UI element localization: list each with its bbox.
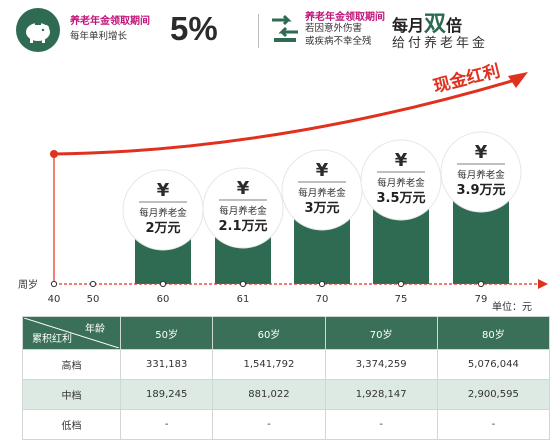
row-label: 中档 <box>22 379 121 410</box>
bar-value-label: 2.1万元 <box>218 219 267 234</box>
monthly-double-heading: 每月双倍 <box>392 6 462 38</box>
table-header-row: 年龄 累积红利 50岁 60岁 70岁 80岁 <box>22 316 551 350</box>
right-header-line2: 或疾病不幸全残 <box>305 36 372 47</box>
row-label: 高档 <box>22 349 121 380</box>
bar-value-label: 2万元 <box>145 221 180 236</box>
table-row: 低档 - - - - <box>22 409 551 440</box>
x-tick-marker <box>397 280 405 288</box>
x-tick-marker <box>89 280 97 288</box>
yuan-icon: ¥ <box>237 178 250 199</box>
x-tick-marker <box>318 280 326 288</box>
handshake-coins-icon <box>268 10 302 52</box>
corner-age-label: 年龄 <box>85 324 105 335</box>
x-tick-marker <box>50 280 58 288</box>
column-header: 80岁 <box>436 316 551 350</box>
pension-chart: ¥ 每月养老金 2万元 ¥ 每月养老金 2.1万元 ¥ 每月养老金 3万元 ¥ 每月养老金 3.5万元… <box>18 60 548 313</box>
table-cell: 881,022 <box>212 379 326 410</box>
yuan-icon: ¥ <box>475 142 488 163</box>
bar-badge <box>440 131 522 213</box>
bar-unit-label: 每月养老金 <box>377 177 425 189</box>
column-header: 70岁 <box>324 316 438 350</box>
bar-unit-label: 每月养老金 <box>219 205 267 217</box>
cash-dividend-annotation: 现金红利 <box>431 60 502 97</box>
table-cell: 1,928,147 <box>324 379 438 410</box>
double-emphasis: 双 <box>424 12 447 37</box>
bar-value-label: 3.9万元 <box>456 183 505 198</box>
table-row: 高档 331,183 1,541,792 3,374,259 5,076,044 <box>22 349 551 380</box>
piggy-bank-icon <box>16 8 60 52</box>
x-tick-label: 40 <box>48 294 61 305</box>
dividend-curve <box>53 78 516 156</box>
table-cell: 331,183 <box>119 349 214 380</box>
table-cell: - <box>212 409 326 440</box>
table-cell: - <box>324 409 438 440</box>
table-cell: 1,541,792 <box>212 349 326 380</box>
x-tick-label: 75 <box>395 294 408 305</box>
column-header: 60岁 <box>212 316 326 350</box>
table-cell: 2,900,595 <box>436 379 551 410</box>
x-tick-label: 60 <box>157 294 170 305</box>
right-header-title: 养老年金领取期间 <box>305 12 385 23</box>
x-tick-label: 79 <box>475 294 488 305</box>
x-tick-marker <box>477 280 485 288</box>
dividend-curve-arrowhead <box>508 72 528 88</box>
x-tick-label: 50 <box>87 294 100 305</box>
x-axis-title: 周岁 <box>18 278 38 291</box>
monthly-suffix: 倍 <box>446 16 463 35</box>
x-axis-arrow <box>538 279 548 289</box>
x-tick-marker <box>239 280 247 288</box>
growth-rate: 5% <box>170 10 218 47</box>
give-annuity-text: 给付养老年金 <box>392 36 489 51</box>
header-divider <box>258 14 259 48</box>
bar-value-label: 3万元 <box>304 201 339 216</box>
yuan-icon: ¥ <box>395 150 408 171</box>
left-header-title: 养老年金领取期间 <box>70 16 150 27</box>
table-cell: 3,374,259 <box>324 349 438 380</box>
right-header-line1: 若因意外伤害 <box>305 23 363 34</box>
yuan-icon: ¥ <box>157 180 170 201</box>
bar-unit-label: 每月养老金 <box>139 207 187 219</box>
table-cell: - <box>436 409 551 440</box>
corner-dividend-label: 累积红利 <box>32 334 72 345</box>
table-cell: 189,245 <box>119 379 214 410</box>
table-cell: 5,076,044 <box>436 349 551 380</box>
left-header-subtitle: 每年单利增长 <box>70 31 128 42</box>
bar-badge <box>360 139 442 221</box>
bar-unit-label: 每月养老金 <box>298 187 346 199</box>
bar-unit-label: 每月养老金 <box>457 169 505 181</box>
dividend-table: 年龄 累积红利 50岁 60岁 70岁 80岁 高档 331,183 1,541… <box>22 316 551 440</box>
table-corner-cell: 年龄 累积红利 <box>22 316 121 350</box>
x-tick-label: 70 <box>316 294 329 305</box>
column-header: 50岁 <box>119 316 214 350</box>
table-row: 中档 189,245 881,022 1,928,147 2,900,595 <box>22 379 551 410</box>
bar-badge <box>202 167 284 249</box>
x-tick-label: 61 <box>237 294 250 305</box>
monthly-prefix: 每月 <box>392 16 425 35</box>
yuan-icon: ¥ <box>316 160 329 181</box>
bar-value-label: 3.5万元 <box>376 191 425 206</box>
table-cell: - <box>119 409 214 440</box>
unit-note: 单位：元 <box>492 300 532 313</box>
x-tick-marker <box>159 280 167 288</box>
row-label: 低档 <box>22 409 121 440</box>
